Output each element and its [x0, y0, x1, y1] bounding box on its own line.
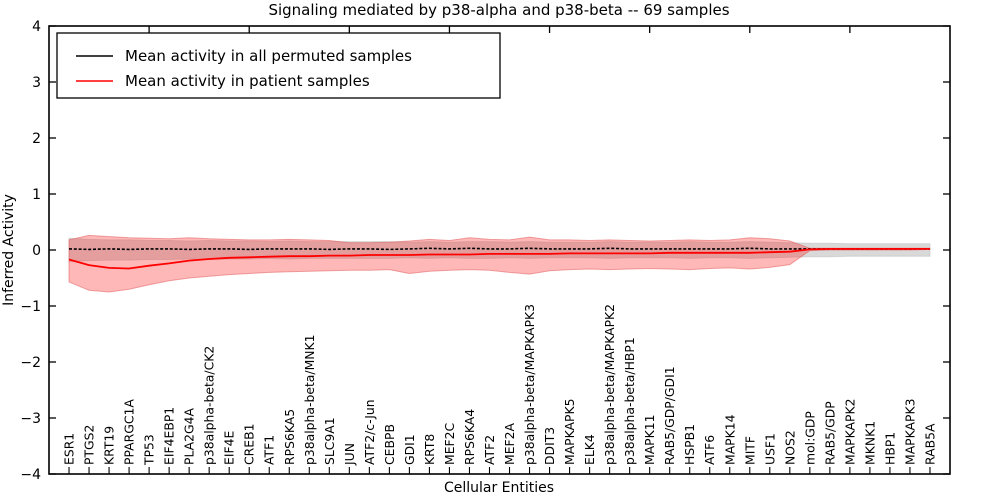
x-category-label: MAPK14: [722, 414, 737, 465]
x-category-label: ELK4: [582, 434, 597, 465]
x-category-label: ATF6: [702, 435, 717, 465]
x-category-label: p38alpha-beta/MAPKAPK2: [602, 304, 617, 465]
x-ticks-layer: [68, 26, 931, 474]
x-category-label: KRT19: [102, 426, 117, 465]
x-category-label: p38alpha-beta/HBP1: [622, 337, 637, 465]
y-tick-label: 4: [32, 19, 41, 35]
legend-label-permuted: Mean activity in all permuted samples: [125, 47, 412, 65]
y-tick-label: −2: [20, 355, 41, 371]
x-category-label: CEBPB: [382, 424, 397, 465]
y-tick-label: 0: [32, 243, 41, 259]
x-category-label: CREB1: [242, 424, 257, 465]
x-category-label: MAPKAPK3: [903, 398, 918, 465]
y-ticks-layer: 4 3 2 1 0 −1 −2 −3 −4: [20, 19, 950, 483]
plot-frame: [48, 25, 951, 475]
x-category-label: TP53: [142, 434, 157, 466]
x-category-label: PPARGC1A: [122, 399, 137, 465]
x-category-label: GDI1: [402, 434, 417, 465]
x-category-label: MEF2A: [502, 422, 517, 465]
x-category-label: USF1: [762, 433, 777, 465]
x-axis-label: Cellular Entities: [444, 480, 554, 496]
x-category-label: MAPK11: [642, 414, 657, 465]
legend: Mean activity in all permuted samples Me…: [56, 32, 501, 99]
y-tick-label: −1: [20, 299, 41, 315]
x-category-label: ATF2: [482, 435, 497, 465]
y-tick-label: 1: [32, 187, 41, 203]
x-category-label: MEF2C: [442, 423, 457, 465]
x-category-label: JUN: [342, 443, 357, 466]
legend-label-patient: Mean activity in patient samples: [125, 72, 370, 90]
y-tick-label: −3: [20, 411, 41, 427]
x-category-label: PLA2G4A: [182, 407, 197, 465]
x-category-label: EIF4EBP1: [162, 407, 177, 465]
x-category-label: NOS2: [782, 430, 797, 465]
x-category-label: SLC9A1: [322, 417, 337, 465]
x-category-label: DDIT3: [542, 427, 557, 465]
x-category-label: p38alpha-beta/CK2: [202, 346, 217, 465]
series-lines-layer: [68, 247, 930, 270]
y-axis-label: Inferred Activity: [1, 194, 17, 306]
x-category-label: MAPKAPK2: [842, 398, 857, 465]
x-category-label: EIF4E: [222, 431, 237, 465]
x-category-label: RAB5/GDP/GDI1: [662, 366, 677, 465]
y-tick-label: 3: [32, 75, 41, 91]
x-category-label: ATF1: [262, 435, 277, 465]
x-category-label: KRT8: [422, 434, 437, 465]
x-category-label: mol:GDP: [802, 411, 817, 465]
x-category-label: RAB5/GDP: [822, 401, 837, 465]
y-tick-label: −4: [20, 467, 41, 483]
x-category-labels-layer: ESR1 PTGS2 KRT19 PPARGC1A TP53 EIF4EBP1 PLA2G4…: [62, 304, 938, 466]
std-bands-layer: [68, 234, 931, 293]
series-line-permuted: [68, 247, 930, 251]
x-category-label: RPS6KA5: [282, 409, 297, 465]
x-category-label: MKNK1: [862, 421, 877, 465]
x-category-label: MITF: [742, 436, 757, 465]
chart-title: Signaling mediated by p38-alpha and p38-…: [268, 1, 729, 19]
legend-box: [56, 32, 501, 99]
x-category-label: PTGS2: [82, 425, 97, 465]
x-category-label: ATF2/c-Jun: [362, 399, 377, 465]
x-category-label: RPS6KA4: [462, 409, 477, 465]
x-category-label: p38alpha-beta/MAPKAPK3: [522, 304, 537, 465]
x-category-label: MAPKAPK5: [562, 398, 577, 465]
series-line-patient: [68, 248, 930, 270]
x-category-label: HSPB1: [682, 424, 697, 465]
x-category-label: p38alpha-beta/MNK1: [302, 334, 317, 465]
x-category-label: HBP1: [882, 432, 897, 465]
y-tick-label: 2: [32, 131, 41, 147]
x-category-label: ESR1: [62, 433, 77, 465]
x-category-label: RAB5A: [923, 423, 938, 465]
